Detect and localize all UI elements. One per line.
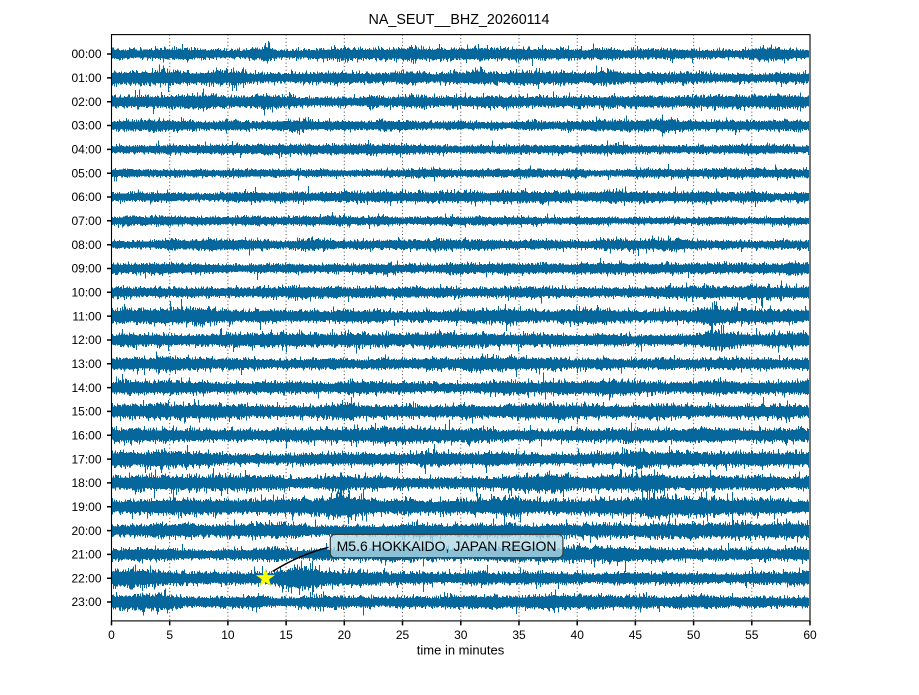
svg-text:07:00: 07:00 (71, 214, 101, 228)
svg-text:40: 40 (571, 628, 585, 642)
svg-text:00:00: 00:00 (71, 47, 101, 61)
svg-text:0: 0 (108, 628, 115, 642)
svg-text:11:00: 11:00 (72, 309, 101, 323)
svg-text:04:00: 04:00 (71, 143, 101, 157)
svg-text:5: 5 (166, 628, 173, 642)
svg-text:45: 45 (629, 628, 643, 642)
svg-text:21:00: 21:00 (71, 548, 101, 562)
svg-text:30: 30 (454, 628, 468, 642)
svg-text:55: 55 (745, 628, 759, 642)
svg-text:02:00: 02:00 (71, 95, 101, 109)
svg-text:10:00: 10:00 (71, 286, 101, 300)
svg-text:17:00: 17:00 (71, 452, 101, 466)
svg-text:14:00: 14:00 (71, 381, 101, 395)
svg-text:10: 10 (221, 628, 235, 642)
svg-text:15:00: 15:00 (71, 405, 101, 419)
svg-text:15: 15 (279, 628, 293, 642)
svg-text:01:00: 01:00 (71, 71, 101, 85)
svg-text:05:00: 05:00 (71, 166, 101, 180)
svg-text:18:00: 18:00 (71, 476, 101, 490)
svg-text:50: 50 (687, 628, 701, 642)
svg-text:NA_SEUT__BHZ_20260114: NA_SEUT__BHZ_20260114 (369, 12, 550, 28)
svg-text:13:00: 13:00 (71, 357, 101, 371)
svg-text:25: 25 (396, 628, 410, 642)
svg-text:19:00: 19:00 (71, 500, 101, 514)
svg-text:20:00: 20:00 (71, 524, 101, 538)
svg-text:16:00: 16:00 (71, 429, 101, 443)
svg-text:time in minutes: time in minutes (417, 643, 505, 658)
svg-text:12:00: 12:00 (71, 333, 101, 347)
svg-text:08:00: 08:00 (71, 238, 101, 252)
svg-text:23:00: 23:00 (71, 595, 101, 609)
svg-text:03:00: 03:00 (71, 119, 101, 133)
svg-text:60: 60 (803, 628, 817, 642)
svg-text:20: 20 (338, 628, 352, 642)
svg-text:22:00: 22:00 (71, 571, 101, 585)
svg-text:35: 35 (512, 628, 526, 642)
svg-text:09:00: 09:00 (71, 262, 101, 276)
svg-text:M5.6 HOKKAIDO, JAPAN REGION: M5.6 HOKKAIDO, JAPAN REGION (337, 538, 557, 554)
svg-text:06:00: 06:00 (71, 190, 101, 204)
